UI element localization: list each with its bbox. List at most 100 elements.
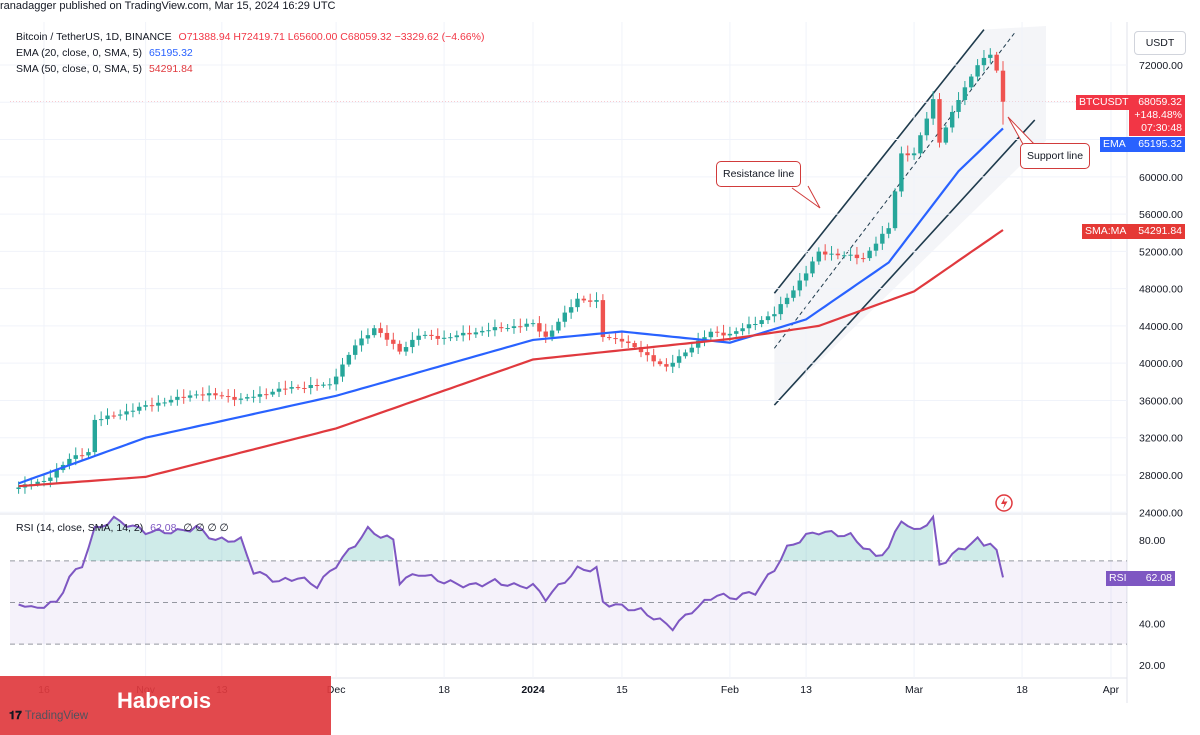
candle-body xyxy=(480,330,485,333)
candle-body xyxy=(676,356,682,363)
candle-body xyxy=(949,111,955,128)
candle-body xyxy=(48,477,53,481)
candle-body xyxy=(448,337,453,339)
candle-body xyxy=(156,402,161,406)
rsi-tick-label: 40.00 xyxy=(1139,618,1165,630)
candle-body xyxy=(73,455,78,459)
candle-body xyxy=(467,332,472,335)
legend-ema-label: EMA (20, close, 0, SMA, 5) xyxy=(16,47,143,59)
candle-body xyxy=(962,87,968,101)
lightning-icon[interactable] xyxy=(995,494,1013,512)
rsi-overbought-fill xyxy=(952,537,997,561)
candle-body xyxy=(721,332,726,336)
currency-button[interactable]: USDT xyxy=(1134,31,1186,55)
candle-body xyxy=(162,402,167,404)
candle-body xyxy=(270,391,275,395)
candle-body xyxy=(92,419,98,453)
candle-body xyxy=(810,261,815,274)
candle-body xyxy=(181,396,186,398)
candle-body xyxy=(41,480,47,482)
rsi-overbought-fill xyxy=(88,516,248,561)
candle-body xyxy=(499,327,504,329)
candle-body xyxy=(537,323,542,332)
candle-body xyxy=(594,300,599,302)
candle-body xyxy=(327,384,332,386)
legend-rsi-row[interactable]: RSI (14, close, SMA, 14, 2) 62.08 ∅ ∅ ∅ … xyxy=(16,522,229,534)
candle-body xyxy=(492,327,498,331)
tradingview-logo-text: TradingView xyxy=(24,710,89,722)
legend-rsi-extra: ∅ ∅ ∅ ∅ xyxy=(183,522,229,534)
last-price-change: +148.48% xyxy=(1134,109,1182,121)
candle-body xyxy=(232,396,237,400)
price-tick-label: 40000.00 xyxy=(1139,358,1183,370)
support-callout-pointer xyxy=(1007,116,1037,147)
candle-body xyxy=(867,250,872,259)
candle-body xyxy=(854,254,860,259)
candle-body xyxy=(975,65,980,77)
candle-body xyxy=(105,415,110,420)
candle-body xyxy=(562,312,567,322)
candle-body xyxy=(886,228,891,234)
ema-axis-tag-label: EMA xyxy=(1100,137,1129,152)
candle-body xyxy=(632,343,637,348)
resistance-line-callout[interactable]: Resistance line xyxy=(716,161,802,187)
tradingview-logo[interactable]: 𝟏𝟕 TradingView xyxy=(9,710,88,723)
price-axis: 24000.00 28000.00 32000.00 36000.00 40000.00… xyxy=(0,60,1183,519)
candle-body xyxy=(657,361,663,365)
sma-50-line xyxy=(18,229,1004,488)
rsi-axis-tag-label: RSI xyxy=(1106,571,1130,586)
bar-countdown: 07:30:48 xyxy=(1141,122,1182,134)
candle-body xyxy=(505,328,510,330)
candle-body xyxy=(689,347,695,353)
candle-body xyxy=(943,127,949,143)
candle-body xyxy=(715,331,720,333)
candle-body xyxy=(359,338,364,346)
candle-body xyxy=(753,323,758,325)
time-tick-label: 2024 xyxy=(521,684,545,696)
candle-body xyxy=(759,320,764,324)
candle-body xyxy=(86,452,91,456)
candle-body xyxy=(257,394,263,397)
legend-sma-row[interactable]: SMA (50, close, 0, SMA, 5) 54291.84 xyxy=(16,63,193,75)
candle-body xyxy=(822,251,828,255)
candle-body xyxy=(219,395,225,397)
candle-body xyxy=(352,345,358,355)
candle-body xyxy=(333,376,339,385)
sma-axis-tag-label: SMA:MA xyxy=(1082,224,1130,239)
price-tick-label: 24000.00 xyxy=(1139,507,1183,519)
time-tick-label: 18 xyxy=(1016,684,1028,696)
candle-body xyxy=(911,153,917,156)
candle-body xyxy=(321,384,326,386)
candle-body xyxy=(645,352,650,356)
support-line-callout[interactable]: Support line xyxy=(1020,143,1091,169)
candle-body xyxy=(746,324,752,329)
candle-body xyxy=(441,337,447,339)
time-tick-label: 13 xyxy=(800,684,812,696)
candle-body xyxy=(422,334,428,336)
last-price-tag: 68059.32 +148.48% 07:30:48 xyxy=(1129,95,1185,136)
candle-body xyxy=(626,341,631,344)
time-tick-label: 18 xyxy=(438,684,450,696)
candle-body xyxy=(556,321,561,331)
candle-body xyxy=(98,419,104,421)
candle-body xyxy=(346,354,352,365)
legend-symbol: Bitcoin / TetherUS, 1D, BINANCE xyxy=(16,31,172,43)
candle-body xyxy=(283,388,288,390)
candle-body xyxy=(295,387,301,389)
candle-body xyxy=(956,100,961,112)
candle-body xyxy=(530,323,536,325)
candle-body xyxy=(829,253,834,255)
candle-body xyxy=(473,332,479,335)
candle-body xyxy=(302,387,307,389)
candle-body xyxy=(988,54,993,58)
legend-symbol-row[interactable]: Bitcoin / TetherUS, 1D, BINANCE O71388.9… xyxy=(16,31,484,43)
candle-body xyxy=(143,405,148,407)
rsi-tick-label: 20.00 xyxy=(1139,660,1165,672)
publisher-line: ranadagger published on TradingView.com,… xyxy=(0,0,336,12)
tradingview-logo-icon: 𝟏𝟕 xyxy=(9,710,22,722)
candle-body xyxy=(861,258,866,260)
candle-body xyxy=(803,273,809,281)
legend-ema-row[interactable]: EMA (20, close, 0, SMA, 5) 65195.32 xyxy=(16,47,193,59)
rsi-overbought-fill xyxy=(342,526,394,561)
